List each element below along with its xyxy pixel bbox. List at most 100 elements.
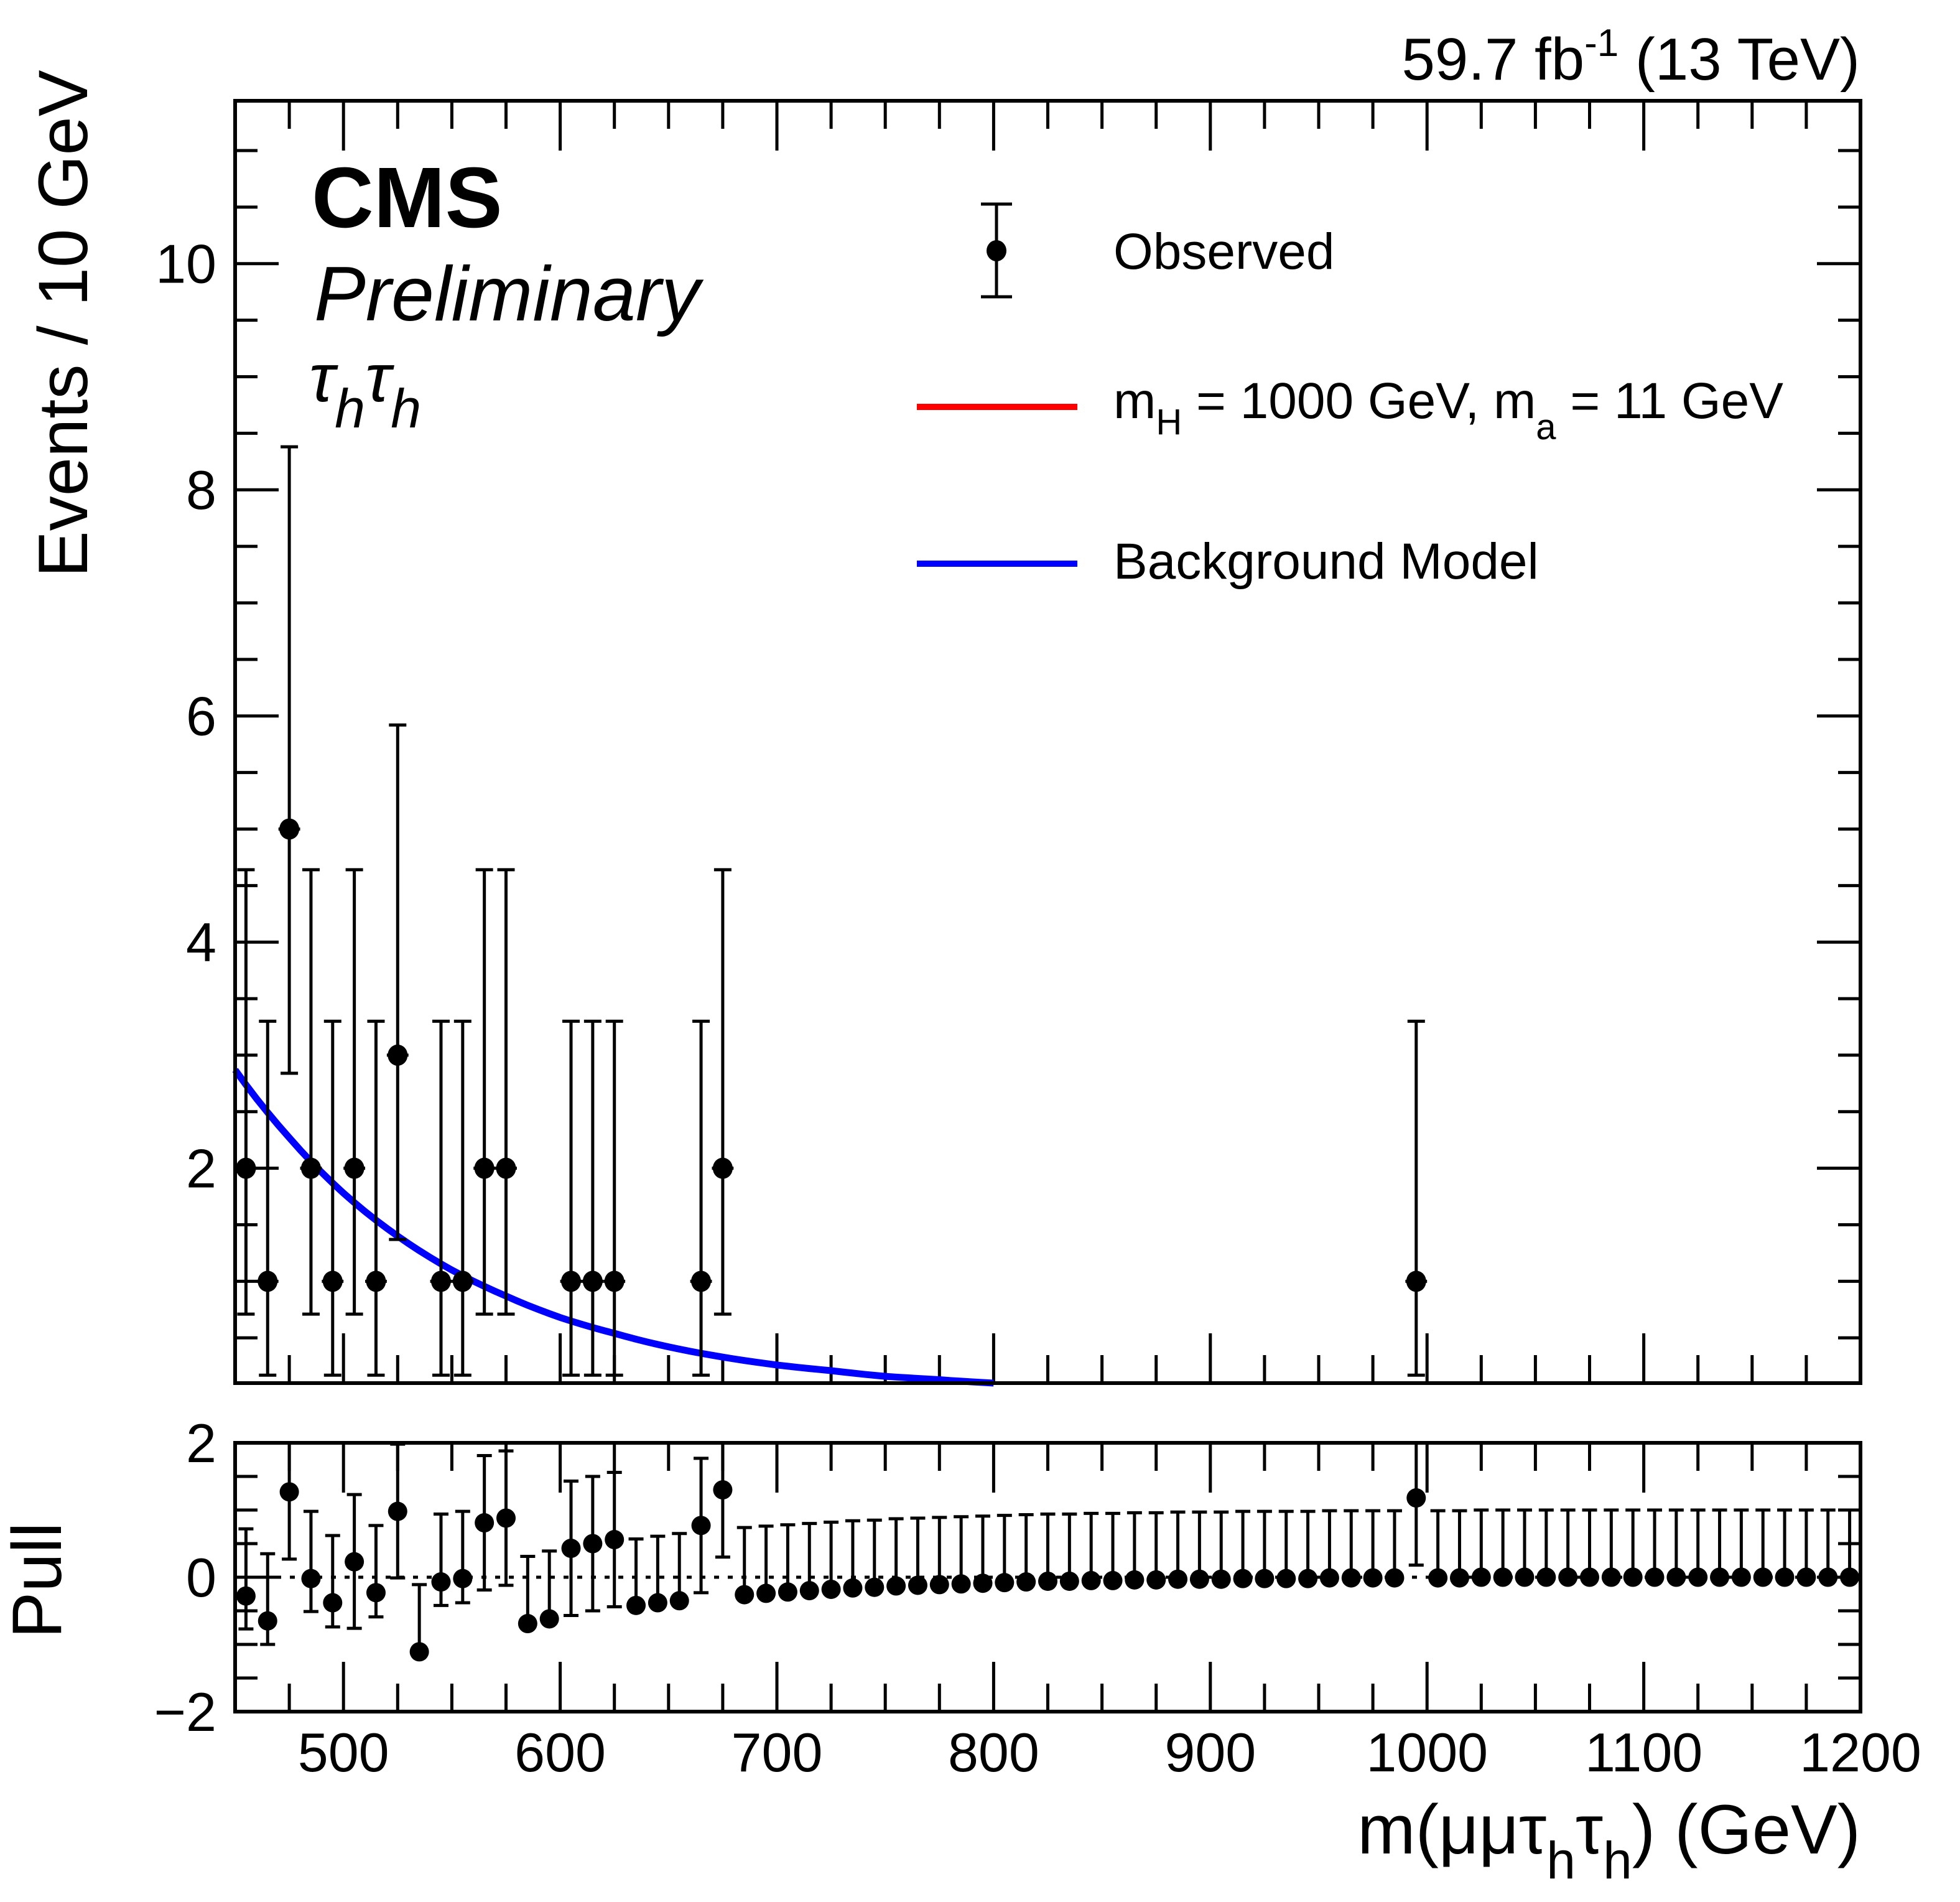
pull-marker bbox=[1276, 1569, 1296, 1588]
legend-label-observed: Observed bbox=[1113, 223, 1335, 280]
pull-point bbox=[756, 1524, 776, 1603]
pull-marker bbox=[1189, 1569, 1209, 1589]
observed-point bbox=[386, 723, 409, 1241]
observed-marker bbox=[366, 1270, 386, 1292]
pull-marker bbox=[1016, 1572, 1036, 1592]
pull-marker bbox=[1536, 1567, 1556, 1587]
pull-point bbox=[908, 1516, 927, 1595]
pull-marker bbox=[323, 1593, 343, 1613]
pull-panel: −2 0 2 500 600 700 800 900 1000 1100 1200 Pull bbox=[0, 1412, 1921, 1783]
pull-marker bbox=[1840, 1567, 1860, 1587]
observed-point bbox=[690, 1019, 712, 1377]
observed-point bbox=[235, 868, 257, 1316]
pull-point bbox=[799, 1522, 819, 1601]
pull-point bbox=[1840, 1508, 1860, 1587]
pull-point bbox=[345, 1493, 365, 1630]
pull-point bbox=[929, 1516, 949, 1595]
legend-label-background: Background Model bbox=[1113, 533, 1539, 590]
observed-marker bbox=[258, 1270, 278, 1292]
pull-point bbox=[691, 1457, 711, 1595]
pull-marker bbox=[1449, 1568, 1469, 1588]
pull-marker bbox=[345, 1552, 365, 1572]
pull-marker bbox=[1558, 1567, 1578, 1587]
pull-marker bbox=[1125, 1570, 1145, 1590]
x-tick-label: 800 bbox=[948, 1722, 1039, 1783]
pull-point bbox=[778, 1523, 797, 1602]
pull-marker bbox=[561, 1539, 581, 1559]
x-tick-label: 1100 bbox=[1585, 1722, 1702, 1783]
pull-marker bbox=[1341, 1568, 1361, 1588]
pull-marker bbox=[1688, 1567, 1708, 1587]
pull-point bbox=[236, 1527, 256, 1631]
pull-marker bbox=[1515, 1567, 1535, 1587]
pull-marker bbox=[626, 1595, 646, 1615]
observed-marker bbox=[691, 1270, 712, 1292]
y-tick-label: 10 bbox=[156, 233, 216, 295]
pull-point bbox=[583, 1475, 603, 1613]
observed-marker bbox=[322, 1270, 343, 1292]
channel-label: τhτh bbox=[309, 340, 421, 439]
pull-marker bbox=[821, 1579, 841, 1599]
pull-point bbox=[843, 1519, 863, 1598]
pull-point bbox=[453, 1509, 473, 1605]
observed-marker bbox=[474, 1157, 495, 1179]
pull-marker bbox=[496, 1508, 516, 1528]
pull-point bbox=[1103, 1511, 1123, 1590]
pull-marker bbox=[1666, 1567, 1686, 1587]
pull-marker bbox=[1623, 1567, 1643, 1587]
pull-y-tick-label: 2 bbox=[186, 1412, 216, 1474]
observed-point bbox=[582, 1019, 604, 1377]
pull-point bbox=[496, 1449, 516, 1587]
pull-point bbox=[735, 1526, 755, 1605]
main-ytick-labels: 2 4 6 8 10 bbox=[156, 233, 216, 1200]
pull-marker bbox=[929, 1575, 949, 1595]
pull-point bbox=[1493, 1508, 1513, 1587]
pull-marker bbox=[518, 1614, 537, 1634]
pull-marker bbox=[1601, 1567, 1621, 1587]
observed-point bbox=[430, 1019, 452, 1377]
pull-marker bbox=[1211, 1569, 1231, 1589]
pull-point bbox=[1038, 1512, 1057, 1591]
lumi-label: 59.7 fb-1 (13 TeV) bbox=[1402, 22, 1860, 93]
pull-marker bbox=[1796, 1567, 1816, 1587]
pull-point bbox=[973, 1514, 993, 1593]
pull-marker bbox=[1818, 1567, 1838, 1587]
pull-point bbox=[539, 1549, 559, 1629]
pull-point bbox=[1623, 1508, 1643, 1587]
pull-point bbox=[1515, 1508, 1535, 1587]
pull-marker bbox=[799, 1581, 819, 1601]
pull-point bbox=[1471, 1508, 1491, 1587]
cms-label: CMS bbox=[312, 150, 503, 246]
pull-point bbox=[1710, 1508, 1730, 1587]
observed-point bbox=[365, 1019, 387, 1377]
pull-point bbox=[1753, 1508, 1773, 1587]
pull-marker bbox=[1319, 1568, 1339, 1588]
pull-marker bbox=[1385, 1568, 1405, 1588]
pull-frame bbox=[233, 1441, 1862, 1713]
pull-marker bbox=[605, 1530, 625, 1550]
pull-point bbox=[431, 1512, 451, 1607]
pull-marker bbox=[713, 1480, 733, 1500]
pull-point bbox=[1406, 1443, 1426, 1567]
pull-point bbox=[1081, 1511, 1101, 1590]
pull-marker bbox=[366, 1583, 386, 1603]
x-tick-label: 1200 bbox=[1800, 1722, 1921, 1783]
pull-ytick-labels: −2 0 2 bbox=[154, 1412, 216, 1743]
pull-point bbox=[1276, 1509, 1296, 1588]
pull-point bbox=[886, 1517, 906, 1596]
legend-label-signal: mH = 1000 GeV, ma = 11 GeV bbox=[1113, 373, 1783, 447]
pull-point bbox=[713, 1443, 733, 1559]
observed-point bbox=[322, 1019, 344, 1377]
x-tick-label: 700 bbox=[732, 1722, 823, 1783]
pull-point bbox=[366, 1524, 386, 1619]
pull-marker bbox=[431, 1572, 451, 1592]
pull-point bbox=[1731, 1508, 1751, 1587]
pull-point bbox=[279, 1443, 299, 1561]
x-tick-label: 500 bbox=[298, 1722, 389, 1783]
pull-point bbox=[669, 1532, 689, 1611]
pull-marker bbox=[1428, 1568, 1448, 1588]
pull-marker bbox=[1731, 1567, 1751, 1587]
observed-point bbox=[603, 1019, 626, 1377]
observed-marker bbox=[1406, 1270, 1426, 1292]
